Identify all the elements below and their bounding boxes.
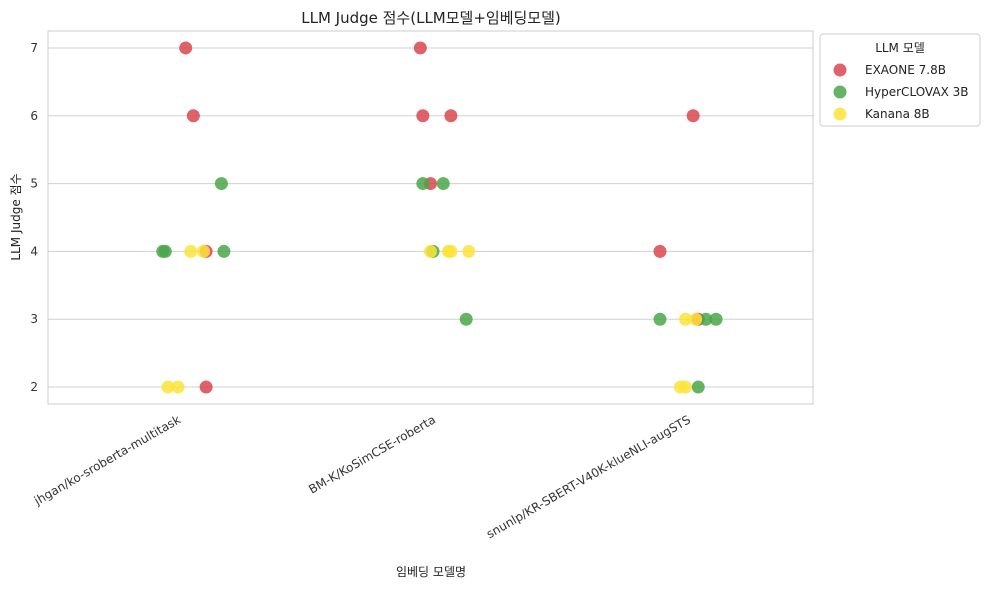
data-point (171, 380, 185, 394)
data-points (156, 41, 723, 394)
data-point (699, 312, 713, 326)
data-point (653, 312, 667, 326)
legend-marker (833, 63, 847, 77)
y-tick-labels: 2 3 4 5 6 7 (30, 41, 38, 394)
legend-box (819, 33, 981, 127)
data-point (186, 109, 200, 123)
data-point (689, 312, 703, 326)
y-tick-label: 3 (30, 312, 38, 326)
legend-marker (833, 85, 847, 99)
data-point (691, 380, 705, 394)
x-tick-label: snunlp/KR-SBERT-V40K-klueNLI-augSTS (484, 412, 693, 541)
chart-title: LLM Judge 점수(LLM모델+임베딩모델) (301, 9, 561, 27)
data-point (416, 109, 430, 123)
x-axis-label: 임베딩 모델명 (396, 565, 466, 579)
plot-frame (47, 30, 814, 405)
data-point (197, 244, 211, 258)
legend-label: EXAONE 7.8B (865, 63, 946, 77)
legend-label: Kanana 8B (865, 107, 930, 121)
data-point (709, 312, 723, 326)
y-tick-label: 6 (30, 109, 38, 123)
data-point (158, 244, 172, 258)
data-point (416, 177, 430, 191)
data-point (679, 312, 692, 326)
legend: LLM 모델 EXAONE 7.8B HyperCLOVAX 3B Kanana 8… (819, 33, 981, 127)
data-point (179, 41, 193, 55)
y-tick-label: 5 (30, 177, 38, 191)
legend-items: EXAONE 7.8B HyperCLOVAX 3B Kanana 8B (833, 63, 968, 121)
data-point (424, 244, 437, 258)
x-tick-label: jhgan/ko-sroberta-multitask (31, 412, 183, 508)
data-point (462, 244, 476, 258)
data-point (653, 244, 667, 258)
legend-marker (833, 107, 847, 121)
data-point (413, 41, 427, 55)
data-point (184, 244, 198, 258)
data-point (679, 380, 692, 394)
data-point (214, 177, 228, 191)
data-point (444, 109, 458, 123)
data-point (459, 312, 473, 326)
data-point (436, 177, 450, 191)
data-point (161, 380, 175, 394)
y-tick-label: 2 (30, 380, 38, 394)
data-point (217, 244, 231, 258)
y-axis-label: LLM Judge 점수 (9, 173, 23, 260)
legend-title: LLM 모델 (875, 41, 925, 55)
x-tick-label: BM-K/KoSimCSE-roberta (306, 412, 438, 496)
y-gridlines (48, 47, 813, 388)
data-point (199, 380, 213, 394)
legend-label: HyperCLOVAX 3B (865, 85, 968, 99)
data-point (444, 244, 458, 258)
y-tick-label: 7 (30, 41, 38, 55)
y-tick-label: 4 (30, 244, 38, 258)
data-point (686, 109, 700, 123)
x-tick-labels: jhgan/ko-sroberta-multitask BM-K/KoSimCSE… (31, 412, 693, 541)
